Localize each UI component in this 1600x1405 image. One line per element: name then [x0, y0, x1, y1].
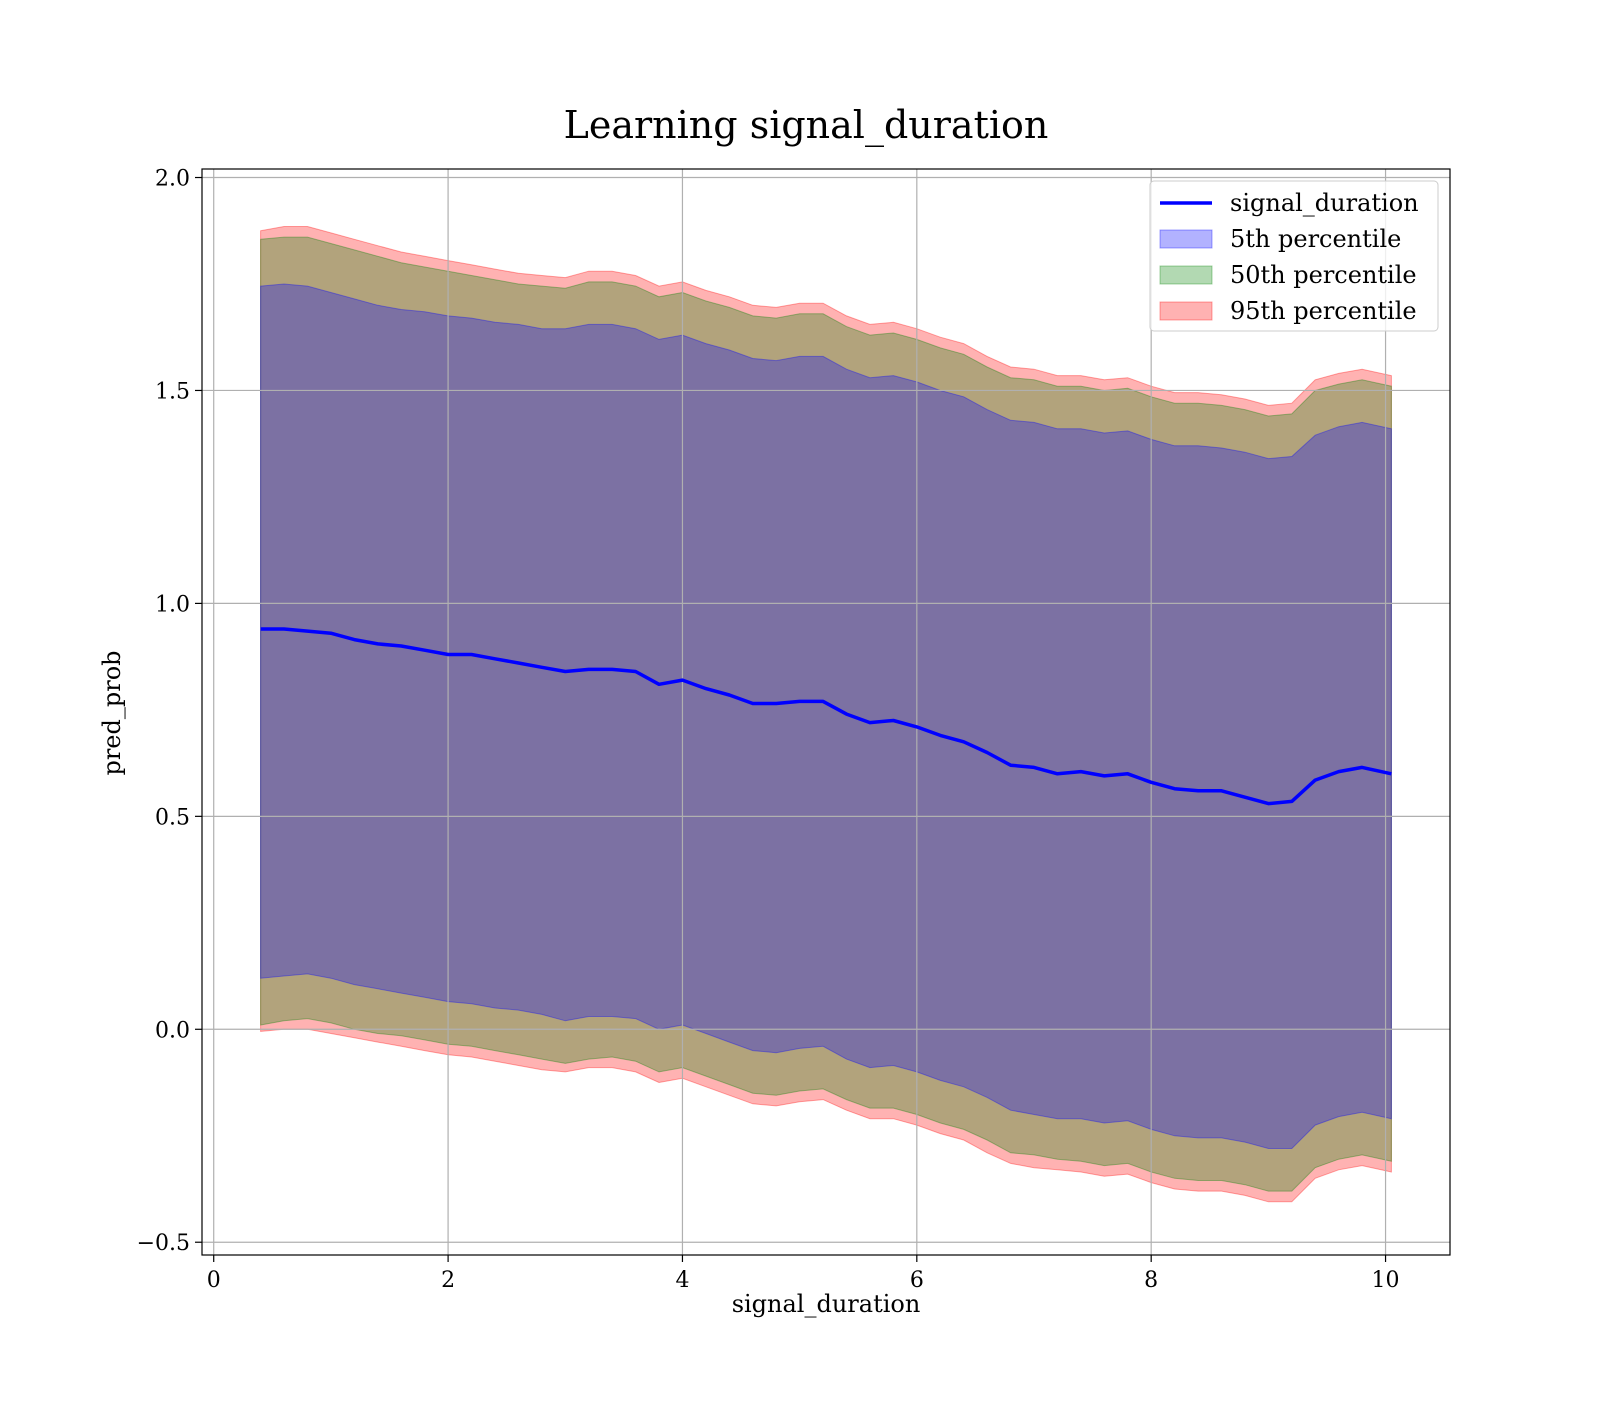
legend-swatch-band [1159, 265, 1213, 285]
y-tick-label: 0.5 [155, 805, 190, 830]
legend: signal_duration 5th percentile 50th percen… [1149, 180, 1439, 332]
legend-label: 5th percentile [1230, 225, 1401, 253]
x-tick-label: 6 [910, 1268, 924, 1293]
plot-frame [201, 168, 1451, 1256]
band-5th-percentile [260, 283, 1392, 1149]
legend-swatch-band [1159, 301, 1213, 321]
chart-title: Learning signal_duration [564, 103, 1049, 148]
y-tick-label: 1.5 [155, 379, 190, 404]
x-tick-label: 2 [441, 1268, 455, 1293]
x-tick-label: 8 [1144, 1268, 1158, 1293]
legend-label: 50th percentile [1230, 261, 1417, 289]
grid-layer [202, 169, 1450, 1255]
series-line-signal-duration [260, 627, 1392, 806]
axes-layer: 0 2 4 6 8 10 −0.5 0.0 0.5 1.0 1.5 2.0 [137, 167, 1451, 1293]
x-tick-label: 4 [675, 1268, 689, 1293]
bands-layer [260, 226, 1392, 1203]
band-95th-percentile [260, 226, 1392, 1203]
y-tick-label: 2.0 [155, 167, 190, 192]
legend-box [1149, 180, 1439, 332]
y-axis-label: pred_prob [98, 650, 126, 775]
y-tick-label: 0.0 [155, 1018, 190, 1043]
band-50th-percentile [260, 236, 1392, 1192]
legend-label: signal_duration [1230, 189, 1419, 217]
x-tick-label: 10 [1372, 1268, 1400, 1293]
line-layer [260, 627, 1392, 806]
legend-swatch-band [1159, 229, 1213, 249]
y-tick-label: 1.0 [155, 592, 190, 617]
legend-label: 95th percentile [1230, 297, 1417, 325]
y-tick-label: −0.5 [137, 1231, 190, 1256]
x-tick-label: 0 [207, 1268, 221, 1293]
x-axis-label: signal_duration [732, 1290, 921, 1318]
